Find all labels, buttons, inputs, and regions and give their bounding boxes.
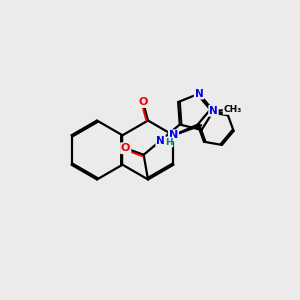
Text: H: H (165, 138, 172, 147)
Text: N: N (169, 130, 178, 140)
Text: CH₃: CH₃ (224, 105, 242, 114)
Text: O: O (138, 97, 148, 107)
Text: N: N (209, 106, 218, 116)
Text: N: N (195, 88, 203, 99)
Text: N: N (156, 136, 165, 146)
Text: O: O (121, 143, 130, 153)
